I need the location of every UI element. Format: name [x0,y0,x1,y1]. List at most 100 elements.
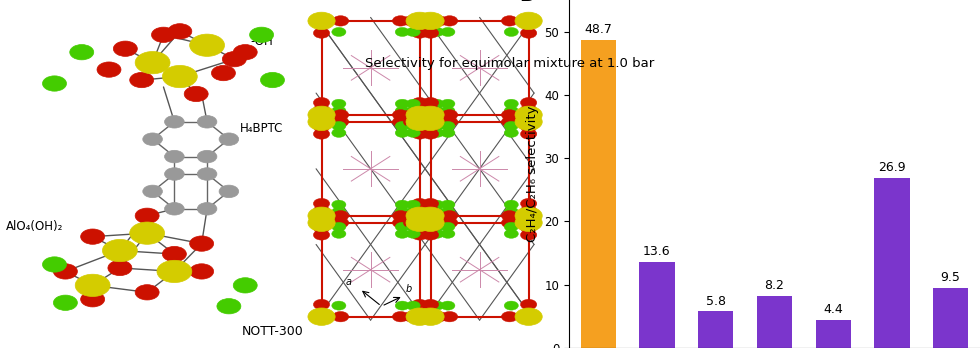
Circle shape [261,72,284,88]
Circle shape [520,223,537,233]
Circle shape [412,28,428,38]
Circle shape [412,104,428,115]
Circle shape [430,99,444,108]
Circle shape [412,198,428,209]
Circle shape [504,106,518,115]
Circle shape [430,16,447,26]
Circle shape [332,99,346,108]
Circle shape [80,292,105,307]
Circle shape [515,207,542,224]
Circle shape [392,311,409,322]
Circle shape [314,104,329,115]
Circle shape [502,211,517,221]
Circle shape [129,222,165,244]
Circle shape [392,110,409,120]
Circle shape [80,229,105,244]
Circle shape [108,260,132,276]
Circle shape [152,27,175,42]
Circle shape [430,229,444,238]
Circle shape [395,106,410,115]
Circle shape [504,301,518,310]
Circle shape [441,301,455,310]
Bar [321,21,419,115]
Circle shape [441,128,455,137]
Bar [639,262,674,348]
Circle shape [165,116,184,128]
Circle shape [332,110,349,120]
Circle shape [441,117,458,127]
Circle shape [197,168,217,180]
Circle shape [504,229,518,238]
Circle shape [406,106,433,124]
Circle shape [308,12,335,30]
Circle shape [406,222,420,231]
Circle shape [332,200,346,209]
Circle shape [308,308,335,325]
Text: NOTT-300: NOTT-300 [242,325,304,338]
Circle shape [212,65,235,81]
Circle shape [395,207,410,216]
Circle shape [422,97,439,108]
Circle shape [70,45,94,60]
Circle shape [135,52,171,74]
Bar [757,296,792,348]
Circle shape [406,99,420,108]
Circle shape [422,299,439,310]
Bar [321,223,419,317]
Circle shape [404,311,419,322]
Circle shape [416,214,444,231]
Circle shape [430,311,447,322]
Circle shape [217,299,241,314]
Circle shape [406,214,433,231]
Circle shape [412,205,428,216]
Circle shape [314,129,329,139]
Circle shape [430,121,444,130]
Circle shape [515,106,542,124]
Circle shape [502,218,517,228]
Circle shape [308,106,335,124]
Text: 9.5: 9.5 [941,271,960,284]
Circle shape [392,211,409,221]
Circle shape [314,122,329,132]
Circle shape [197,203,217,215]
Circle shape [157,260,192,283]
Circle shape [430,222,444,231]
Circle shape [441,311,458,322]
Circle shape [520,230,537,240]
Circle shape [515,214,542,231]
Circle shape [395,128,410,137]
Circle shape [233,278,257,293]
Circle shape [441,27,455,37]
Circle shape [441,200,455,209]
Circle shape [404,218,419,228]
Circle shape [129,72,154,88]
Circle shape [430,211,447,221]
Circle shape [165,150,184,163]
Circle shape [515,12,542,30]
Circle shape [168,24,192,39]
Circle shape [441,121,455,130]
Circle shape [332,117,349,127]
Circle shape [314,299,329,310]
Circle shape [42,257,67,272]
Bar [317,17,534,320]
Circle shape [250,27,273,42]
Circle shape [190,34,224,56]
Bar [430,21,528,115]
Circle shape [114,41,137,56]
Circle shape [422,223,439,233]
Circle shape [314,97,329,108]
Circle shape [515,308,542,325]
Circle shape [392,218,409,228]
Circle shape [197,116,217,128]
Circle shape [392,117,409,127]
Circle shape [395,99,410,108]
Circle shape [406,106,420,115]
Circle shape [406,121,420,130]
Bar [698,311,733,348]
Circle shape [332,311,349,322]
Bar [815,320,851,348]
Circle shape [502,311,517,322]
Circle shape [504,207,518,216]
Circle shape [314,230,329,240]
